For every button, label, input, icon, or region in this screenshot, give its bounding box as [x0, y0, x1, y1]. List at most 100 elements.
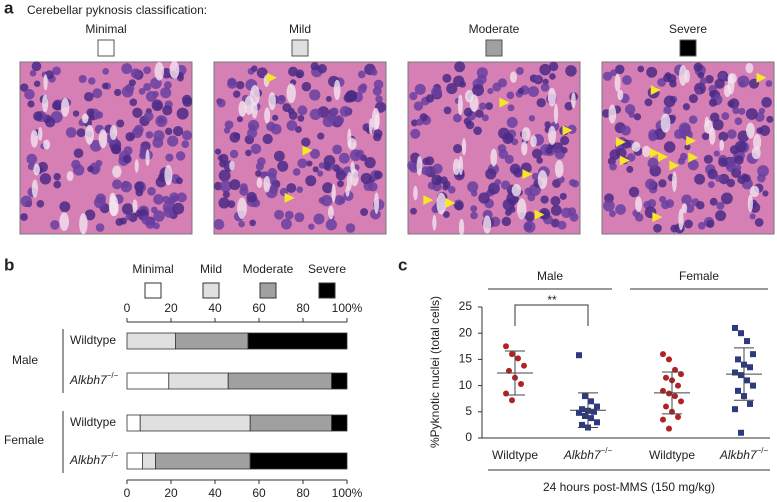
nucleus: [373, 170, 383, 180]
nucleus: [626, 165, 634, 173]
space: [333, 79, 341, 101]
nucleus: [151, 99, 164, 111]
point: [675, 414, 681, 421]
nucleus: [296, 186, 304, 194]
class-swatch: [97, 39, 115, 57]
nucleus: [26, 153, 38, 165]
nucleus: [413, 101, 424, 111]
nucleus: [550, 195, 561, 206]
space: [553, 103, 559, 125]
arrow: [652, 212, 663, 223]
point: [506, 367, 512, 374]
nucleus: [88, 114, 95, 121]
nucleus: [246, 191, 257, 203]
bar-segment: [331, 414, 348, 432]
nucleus: [665, 199, 675, 208]
nucleus: [152, 137, 164, 148]
space: [31, 179, 38, 198]
nucleus: [616, 147, 627, 159]
nucleus: [255, 170, 262, 177]
nucleus: [534, 75, 542, 82]
space: [614, 73, 621, 92]
nucleus: [732, 106, 740, 115]
nucleus: [741, 173, 749, 181]
point: [576, 409, 582, 416]
x-tick-label: 60: [252, 486, 266, 500]
nucleus: [345, 223, 356, 233]
nucleus: [492, 82, 502, 92]
space: [59, 212, 69, 231]
x-tick-label: 0: [124, 301, 131, 315]
sig-bracket: [514, 304, 589, 326]
space: [457, 94, 463, 116]
nucleus: [36, 199, 45, 208]
nucleus: [487, 87, 494, 95]
nucleus: [726, 129, 737, 139]
nucleus: [373, 79, 384, 90]
space: [229, 160, 235, 171]
point: [747, 400, 753, 407]
nucleus: [718, 157, 728, 168]
nucleus: [720, 192, 733, 205]
x-tick-label: 80: [296, 486, 310, 500]
nucleus: [637, 65, 645, 73]
nucleus: [266, 121, 276, 132]
category-label: Wildtype: [492, 448, 538, 462]
space: [346, 171, 353, 191]
point: [666, 390, 672, 397]
nucleus: [294, 126, 302, 133]
point: [750, 382, 756, 389]
nucleus: [701, 132, 710, 141]
nucleus: [761, 97, 772, 108]
nucleus: [95, 111, 104, 119]
legend-label: Mild: [200, 262, 222, 276]
nucleus: [123, 154, 132, 164]
nucleus: [318, 162, 326, 169]
space: [719, 139, 725, 151]
nucleus: [72, 110, 80, 117]
space: [547, 87, 557, 107]
nucleus: [682, 103, 691, 111]
nucleus: [498, 127, 510, 140]
point: [735, 356, 741, 363]
nucleus: [101, 82, 109, 90]
nucleus: [762, 190, 769, 197]
nucleus: [757, 165, 769, 177]
arrow: [499, 97, 510, 108]
nucleus: [125, 132, 135, 142]
space: [238, 100, 247, 117]
nucleus: [52, 66, 61, 76]
space: [43, 74, 48, 91]
nucleus: [473, 126, 482, 135]
space: [79, 213, 88, 235]
legend-label: Severe: [308, 262, 346, 276]
nucleus: [218, 169, 231, 182]
nucleus: [564, 101, 574, 111]
nucleus: [73, 148, 84, 159]
point: [582, 412, 588, 419]
space: [371, 107, 380, 130]
space: [452, 158, 461, 176]
nucleus: [715, 210, 727, 222]
nucleus: [286, 120, 298, 131]
nucleus: [229, 179, 241, 191]
nucleus: [485, 168, 497, 180]
nucleus: [467, 181, 479, 193]
nucleus: [325, 95, 332, 102]
nucleus: [716, 201, 725, 210]
nucleus: [235, 80, 245, 90]
nucleus: [134, 181, 145, 192]
nucleus: [738, 80, 746, 88]
nucleus: [536, 98, 546, 108]
nucleus: [550, 204, 562, 216]
nucleus: [277, 160, 289, 172]
nucleus: [432, 163, 443, 174]
nucleus: [121, 85, 134, 98]
nucleus: [479, 102, 487, 110]
nucleus: [628, 186, 640, 198]
nucleus: [322, 182, 334, 194]
nucleus: [443, 106, 452, 115]
x-tick-label: 40: [208, 301, 222, 315]
space: [464, 90, 474, 103]
